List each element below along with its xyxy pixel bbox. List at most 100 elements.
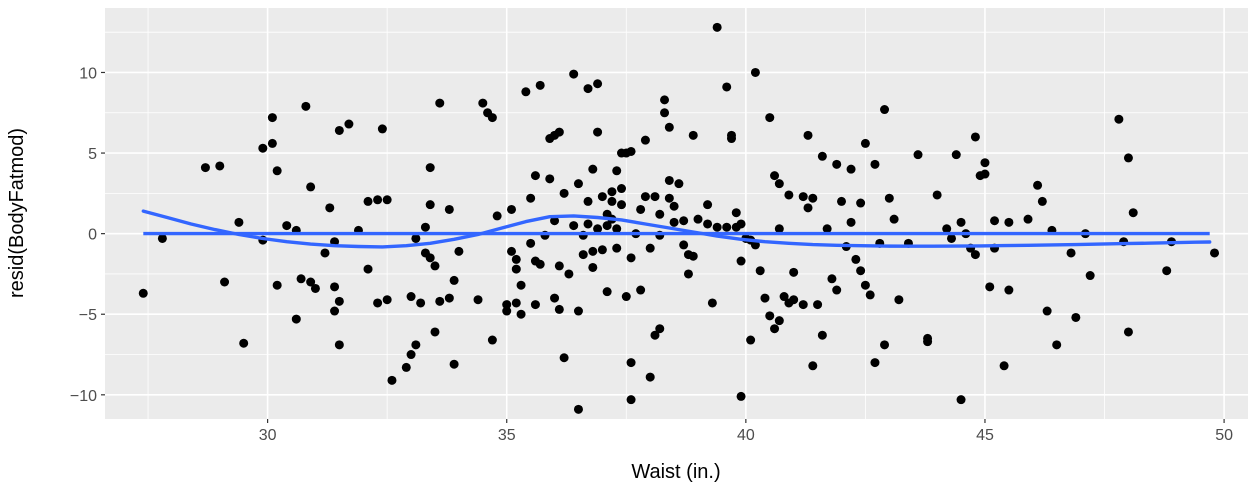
data-point — [870, 159, 880, 169]
data-point — [1052, 340, 1062, 350]
data-point — [430, 327, 440, 337]
data-point — [612, 224, 622, 234]
data-point — [507, 246, 517, 256]
data-point — [296, 274, 306, 284]
data-point — [660, 95, 670, 105]
data-point — [425, 163, 435, 173]
data-point — [387, 375, 397, 385]
data-point — [880, 340, 890, 350]
data-point — [602, 221, 612, 231]
data-point — [516, 280, 526, 290]
data-point — [444, 204, 454, 214]
data-point — [1004, 285, 1014, 295]
data-point — [272, 280, 282, 290]
data-point — [597, 192, 607, 202]
data-point — [401, 362, 411, 372]
data-point — [550, 216, 560, 226]
data-point — [865, 290, 875, 300]
data-point — [583, 196, 593, 206]
data-point — [803, 130, 813, 140]
data-point — [272, 166, 282, 176]
points-layer — [138, 22, 1220, 414]
data-point — [306, 277, 316, 287]
data-point — [487, 335, 497, 345]
data-point — [750, 67, 760, 77]
data-point — [932, 190, 942, 200]
data-point — [511, 254, 521, 264]
data-point — [770, 324, 780, 334]
x-tick-label: 30 — [259, 427, 277, 444]
data-point — [612, 243, 622, 253]
y-tick-label: 0 — [88, 227, 97, 244]
data-point — [420, 222, 430, 232]
data-point — [334, 296, 344, 306]
data-point — [980, 169, 990, 179]
data-point — [645, 372, 655, 382]
data-point — [626, 253, 636, 263]
data-point — [636, 285, 646, 295]
data-point — [755, 266, 765, 276]
data-point — [640, 192, 650, 202]
data-point — [282, 221, 292, 231]
data-point — [559, 188, 569, 198]
data-point — [765, 113, 775, 123]
data-point — [650, 192, 660, 202]
data-point — [215, 161, 225, 171]
plot-panel — [105, 8, 1248, 419]
x-tick-label: 50 — [1215, 427, 1233, 444]
data-point — [951, 150, 961, 160]
data-point — [640, 135, 650, 145]
data-point — [1128, 208, 1138, 218]
data-point — [545, 174, 555, 184]
data-point — [674, 179, 684, 189]
data-point — [827, 274, 837, 284]
data-point — [1066, 248, 1076, 258]
data-point — [817, 330, 827, 340]
data-point — [1037, 196, 1047, 206]
data-point — [985, 282, 995, 292]
data-point — [980, 158, 990, 168]
data-point — [334, 125, 344, 135]
data-point — [1114, 114, 1124, 124]
data-point — [636, 204, 646, 214]
data-point — [583, 219, 593, 229]
data-point — [301, 101, 311, 111]
data-point — [554, 304, 564, 314]
data-point — [884, 193, 894, 203]
data-point — [770, 171, 780, 181]
data-point — [970, 132, 980, 142]
data-point — [593, 127, 603, 137]
data-point — [573, 306, 583, 316]
data-point — [913, 150, 923, 160]
data-point — [860, 280, 870, 290]
x-axis-title: Waist (in.) — [631, 461, 720, 483]
data-point — [334, 340, 344, 350]
data-point — [683, 269, 693, 279]
y-axis: −10 −5 0 5 10 — [70, 65, 105, 405]
data-point — [330, 282, 340, 292]
data-point — [808, 361, 818, 371]
data-point — [487, 113, 497, 123]
data-point — [617, 184, 627, 194]
data-point — [894, 295, 904, 305]
data-point — [617, 200, 627, 210]
data-point — [425, 200, 435, 210]
data-point — [784, 190, 794, 200]
data-point — [693, 214, 703, 224]
data-point — [889, 214, 899, 224]
data-point — [822, 224, 832, 234]
data-point — [621, 292, 631, 302]
data-point — [507, 204, 517, 214]
data-point — [703, 219, 713, 229]
data-point — [669, 217, 679, 227]
data-point — [602, 287, 612, 297]
data-point — [588, 246, 598, 256]
data-point — [239, 338, 249, 348]
data-point — [554, 261, 564, 271]
data-point — [416, 298, 426, 308]
data-point — [664, 122, 674, 132]
x-tick-label: 45 — [976, 427, 994, 444]
data-point — [521, 87, 531, 97]
data-point — [516, 309, 526, 319]
